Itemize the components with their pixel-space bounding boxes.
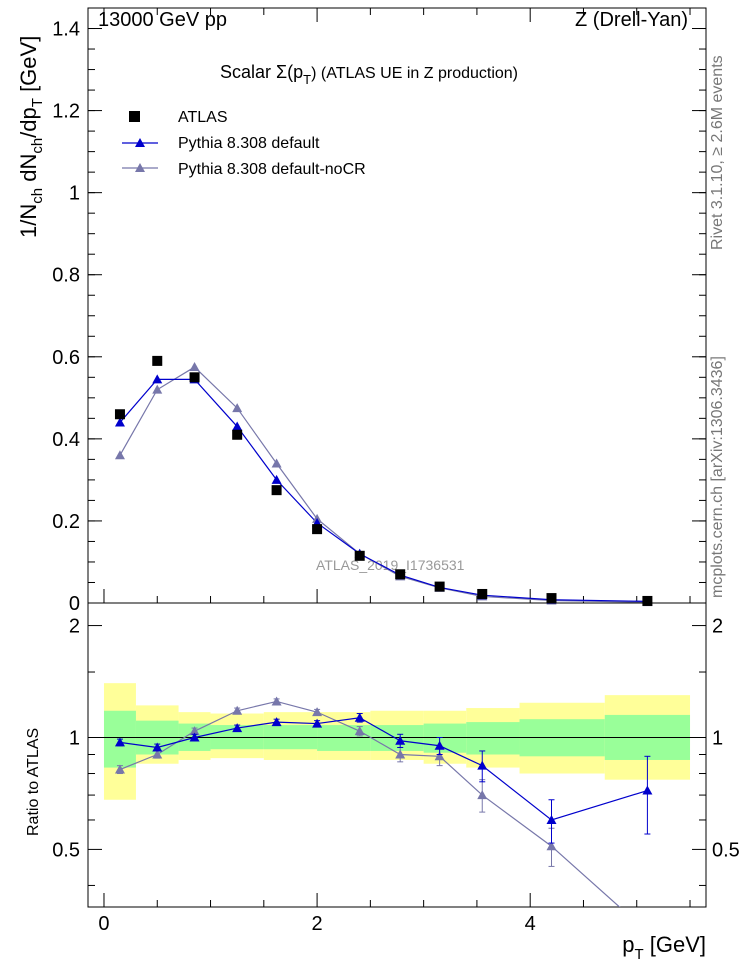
atlas-point-10 <box>546 593 557 604</box>
mc1-ratio-point-4 <box>271 717 282 727</box>
legend-label-atlas: ATLAS <box>178 109 228 126</box>
main-ytick-label-1: 0.2 <box>52 511 80 533</box>
xtick-label-0: 0 <box>98 913 109 935</box>
mc1-ratio-point-9 <box>477 760 488 770</box>
main-ytick-label-6: 1.2 <box>52 101 80 123</box>
main-ytick-label-4: 0.8 <box>52 265 80 287</box>
mc2-ratio-point-8 <box>434 751 445 761</box>
mc2-main-point-2 <box>189 362 200 372</box>
xtick-label-2: 4 <box>525 913 536 935</box>
mc1-ratio-point-2 <box>189 732 200 742</box>
header-left: 13000 GeV pp <box>98 9 227 31</box>
atlas-point-0 <box>114 409 125 420</box>
analysis-watermark: ATLAS_2019_I1736531 <box>316 557 465 573</box>
plot-title: Scalar Σ(pT) (ATLAS UE in Z production) <box>220 62 518 87</box>
mc2-main-line <box>119 366 648 603</box>
band-inner-8 <box>466 722 520 755</box>
main-ylabel: 1/Nch dNch/dpT [GeV] <box>16 36 46 238</box>
mc2-main-point-1 <box>152 384 163 394</box>
mc1-main-point-4 <box>271 474 282 484</box>
main-frame <box>87 7 707 604</box>
atlas-point-2 <box>189 372 200 383</box>
mc2-ratio-point-5 <box>312 707 323 717</box>
ratio-ytick-label-left-0: 0.5 <box>52 839 80 861</box>
main-ytick-label-7: 1.4 <box>52 19 80 41</box>
header-right: Z (Drell-Yan) <box>575 9 688 31</box>
atlas-point-8 <box>434 581 445 592</box>
atlas-point-7 <box>395 569 406 580</box>
ratio-ytick-label-right-1: 1 <box>712 727 723 749</box>
band-inner-5 <box>317 725 371 751</box>
ratio-ytick-label-right-0: 0.5 <box>712 839 740 861</box>
atlas-point-9 <box>477 588 488 599</box>
legend-marker-atlas <box>129 111 140 122</box>
mc2-ratio-point-2 <box>189 726 200 736</box>
legend-label-mc1: Pythia 8.308 default <box>178 135 320 152</box>
ratio-ytick-label-right-2: 2 <box>712 616 723 638</box>
mc2-ratio-line <box>119 700 621 907</box>
xlabel: pT [GeV] <box>622 932 706 963</box>
legend-marker-mc2 <box>135 163 145 172</box>
ratio-lines <box>114 696 653 907</box>
atlas-point-11 <box>642 595 653 606</box>
atlas-point-1 <box>152 355 163 366</box>
mc2-ratio-point-10 <box>546 841 557 851</box>
atlas-point-5 <box>312 524 323 535</box>
main-ytick-label-2: 0.4 <box>52 429 80 451</box>
atlas-point-6 <box>354 550 365 561</box>
main-ytick-label-3: 0.6 <box>52 347 80 369</box>
main-ytick-label-5: 1 <box>69 183 80 205</box>
atlas-point-4 <box>271 485 282 496</box>
atlas-point-3 <box>232 429 243 440</box>
ratio-ytick-label-left-2: 2 <box>69 616 80 638</box>
xtick-label-1: 2 <box>312 913 323 935</box>
mc2-ratio-point-1 <box>152 749 163 759</box>
mc2-ratio-point-4 <box>271 696 282 706</box>
ratio-panel: 0 2 4 0.5 0.5 1 1 2 2 <box>52 602 740 935</box>
mcplots-label: mcplots.cern.ch [arXiv:1306.3436] <box>709 356 726 598</box>
mc2-main-point-4 <box>271 458 282 468</box>
mc2-ratio-point-7 <box>395 749 406 759</box>
mc1-ratio-point-3 <box>232 723 243 733</box>
mc1-ratio-point-6 <box>354 712 365 722</box>
mc1-main-point-1 <box>152 374 163 384</box>
mc1-main-point-3 <box>232 421 243 431</box>
mc2-ratio-point-0 <box>114 764 125 774</box>
mc1-ratio-point-11 <box>642 785 653 795</box>
mc2-ratio-point-6 <box>354 726 365 736</box>
main-ytick-label-0: 0 <box>69 593 80 615</box>
mc2-ratio-point-3 <box>232 705 243 715</box>
mc1-ratio-point-7 <box>395 735 406 745</box>
legend-marker-mc1 <box>135 138 145 147</box>
rivet-label: Rivet 3.1.10, ≥ 2.6M events <box>709 55 726 250</box>
main-panel: 0 0.2 0.4 0.6 0.8 1 1.2 1.4 <box>52 7 707 615</box>
ratio-ylabel: Ratio to ATLAS <box>25 728 42 836</box>
mc1-ratio-point-5 <box>312 718 323 728</box>
mc1-main-line <box>119 378 648 602</box>
mc1-ratio-point-0 <box>114 737 125 747</box>
mc2-ratio-point-9 <box>477 790 488 800</box>
mc1-ratio-point-1 <box>152 742 163 752</box>
mc1-main-point-0 <box>114 417 125 427</box>
mc2-main-point-0 <box>114 450 125 460</box>
mc1-ratio-point-10 <box>546 814 557 824</box>
legend: ATLAS Pythia 8.308 default Pythia 8.308 … <box>122 109 366 178</box>
ratio-ytick-label-left-1: 1 <box>69 727 80 749</box>
mc2-main-point-3 <box>232 403 243 413</box>
legend-label-mc2: Pythia 8.308 default-noCR <box>178 161 366 178</box>
mc1-ratio-line <box>119 717 648 821</box>
mc1-ratio-point-8 <box>434 740 445 750</box>
